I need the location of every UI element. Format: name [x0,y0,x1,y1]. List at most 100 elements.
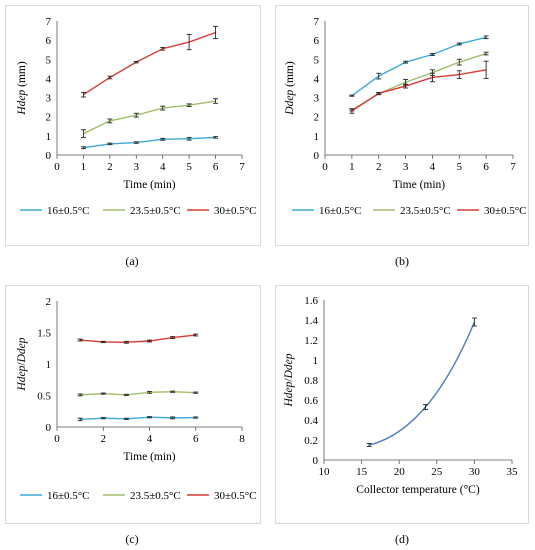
x-tick-label: 0 [322,161,328,173]
error-bar [456,70,462,79]
y-tick-label: 1 [313,355,319,367]
y-tick-label: 0.6 [304,395,318,407]
legend-label: 23.5±0.5°C [400,205,451,217]
y-tick-label: 1.4 [304,315,318,327]
error-bar [133,60,139,64]
error-bar [107,142,113,146]
error-bar [376,72,382,80]
error-bar [80,91,86,98]
error-bar [107,118,113,124]
y-tick-label: 1 [46,359,52,371]
chart-panel-c: 0 2 4 6 8 0 0.5 1 1.5 2 Time (min) Hdep/Ddep 16±0.5°… [16,296,257,502]
x-tick-label: 0 [54,161,60,173]
error-bar [123,393,129,396]
y-tick-label: 0 [313,455,319,467]
y-axis-title: Hdep/Ddep [16,337,28,391]
series-1 [349,35,489,97]
y-tick-label: 3 [46,93,52,105]
y-axis-title: Hdep (mm) [16,61,28,116]
error-bar [483,60,489,79]
y-tick-label: 5 [46,54,52,66]
error-bar [160,46,166,51]
error-bar [376,91,382,95]
y-tick-label: 7 [46,16,52,28]
panel-letter-c: (c) [125,532,138,546]
x-tick-label: 7 [239,161,245,173]
x-tick-label: 2 [376,161,382,173]
error-bar [349,94,355,97]
x-tick-label: 8 [239,433,245,445]
error-bar [77,393,83,397]
x-tick-label: 2 [101,433,107,445]
x-tick-label: 6 [213,161,219,173]
legend: 16±0.5°C 23.5±0.5°C 30±0.5°C [292,205,527,217]
y-tick-label: 2 [46,296,52,308]
error-bar [133,112,139,118]
error-bar [193,391,199,394]
y-tick-label: 7 [314,16,320,28]
x-tick-label: 35 [507,466,519,478]
y-tick-label: 1 [314,131,320,143]
x-tick-label: 25 [431,466,443,478]
error-bar [170,416,176,420]
panel-letter-a: (a) [125,254,138,268]
x-axis-title: Time (min) [123,179,175,191]
x-tick-label: 4 [160,161,166,173]
legend-label: 23.5±0.5°C [130,490,181,502]
x-tick-label: 30 [469,466,481,478]
error-bar [147,339,152,343]
error-bar [170,390,176,393]
y-tick-label: 6 [46,35,52,47]
error-bar [186,33,192,51]
x-axis-title: Time (min) [393,179,445,191]
y-tick-label: 0.5 [37,391,51,403]
series-3 [349,60,489,114]
series-1 [366,317,477,447]
error-bar [429,72,435,83]
error-bar [186,136,192,141]
x-tick-label: 3 [403,161,409,173]
plots-layer: 0 1 2 3 4 5 6 7 0 1 2 3 4 5 6 7 Time (min) Hdep (mm) 16±0.… [16,16,527,502]
x-tick-label: 1 [349,161,355,173]
error-bar [80,146,86,150]
error-bar [147,390,152,394]
x-tick-label: 10 [319,466,331,478]
legend-label: 16±0.5°C [47,490,90,502]
legend-label: 30±0.5°C [214,490,257,502]
legend: 16±0.5°C 23.5±0.5°C 30±0.5°C [20,205,257,217]
error-bar [100,417,106,420]
error-bar [423,404,429,410]
error-bar [133,141,139,144]
x-tick-label: 1 [81,161,87,173]
error-bar [160,105,166,111]
error-bar [483,51,489,56]
panel-a-frame [5,5,261,246]
error-bar [366,443,372,447]
x-tick-label: 5 [186,161,192,173]
legend: 16±0.5°C 23.5±0.5°C 30±0.5°C [20,490,257,502]
error-bar [471,317,477,327]
y-tick-label: 4 [314,73,320,85]
chart-panel-b: 0 1 2 3 4 5 6 7 0 1 2 3 4 5 6 7 Time (min) Ddep (mm) 16±0.… [284,16,527,217]
series-1 [80,136,219,150]
x-axis-title: Time (min) [123,451,175,463]
error-bar [186,103,192,108]
series-3 [77,333,199,344]
panel-d-frame [275,285,529,524]
y-tick-label: 1.5 [37,328,51,340]
error-bar [170,336,176,339]
error-bar [213,25,219,40]
panel-c-frame [5,285,261,524]
error-bar [123,340,129,344]
x-tick-label: 4 [147,433,153,445]
error-bar [160,137,166,141]
error-bar [147,416,152,419]
error-bar [429,53,435,56]
y-tick-label: 1.6 [304,295,318,307]
error-bar [403,60,409,64]
x-tick-label: 2 [107,161,113,173]
error-bar [349,108,355,114]
error-bar [100,392,106,395]
error-bar [193,333,199,337]
series-line [80,391,196,396]
